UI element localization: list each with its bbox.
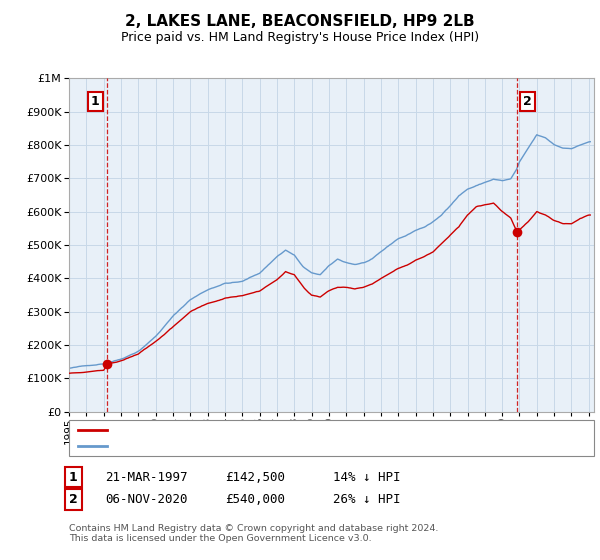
Text: Contains HM Land Registry data © Crown copyright and database right 2024.
This d: Contains HM Land Registry data © Crown c… xyxy=(69,524,439,543)
Text: 2: 2 xyxy=(523,95,532,108)
Text: 26% ↓ HPI: 26% ↓ HPI xyxy=(333,493,401,506)
Text: £142,500: £142,500 xyxy=(225,470,285,484)
Text: HPI: Average price, detached house, Buckinghamshire: HPI: Average price, detached house, Buck… xyxy=(113,441,416,451)
Text: 1: 1 xyxy=(69,470,78,484)
Text: Price paid vs. HM Land Registry's House Price Index (HPI): Price paid vs. HM Land Registry's House … xyxy=(121,31,479,44)
Text: 14% ↓ HPI: 14% ↓ HPI xyxy=(333,470,401,484)
Text: 2: 2 xyxy=(69,493,78,506)
Text: 2, LAKES LANE, BEACONSFIELD, HP9 2LB: 2, LAKES LANE, BEACONSFIELD, HP9 2LB xyxy=(125,14,475,29)
Text: £540,000: £540,000 xyxy=(225,493,285,506)
Text: 2, LAKES LANE, BEACONSFIELD, HP9 2LB (detached house): 2, LAKES LANE, BEACONSFIELD, HP9 2LB (de… xyxy=(113,425,443,435)
Text: 21-MAR-1997: 21-MAR-1997 xyxy=(105,470,187,484)
Text: 1: 1 xyxy=(91,95,100,108)
Text: 06-NOV-2020: 06-NOV-2020 xyxy=(105,493,187,506)
